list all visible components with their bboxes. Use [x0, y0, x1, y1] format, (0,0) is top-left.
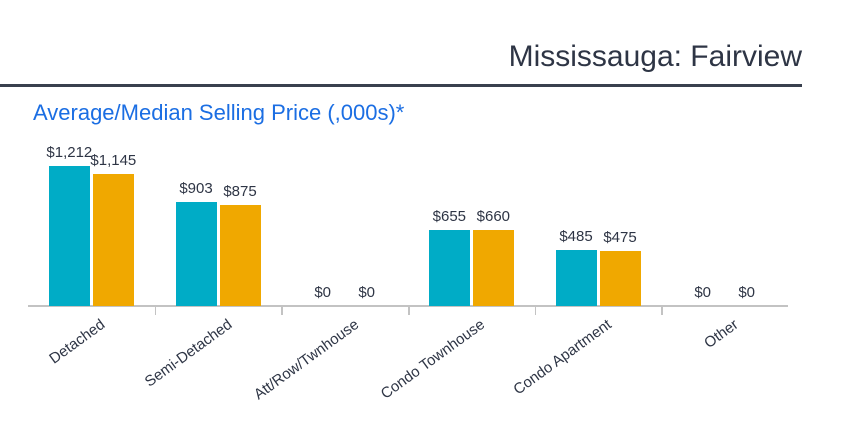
chart-title: Average/Median Selling Price (,000s)*	[33, 100, 405, 125]
value-label-average-att-row-twnhouse: $0	[314, 284, 331, 301]
value-label-average-semi-detached: $903	[179, 179, 213, 197]
x-axis-tick	[154, 307, 157, 315]
category-label-semi-detached: Semi-Detached	[141, 316, 235, 391]
bar-average-semi-detached	[175, 201, 217, 306]
x-axis-tick	[408, 307, 410, 315]
bar-median-semi-detached	[219, 205, 261, 306]
x-axis-tick	[661, 307, 663, 315]
bar-median-detached	[92, 173, 134, 306]
bar-average-condo-apartment	[555, 250, 597, 306]
value-label-median-other: $0	[738, 284, 755, 301]
category-label-other: Other	[701, 316, 742, 352]
category-label-condo-townhouse: Condo Townhouse	[378, 316, 489, 403]
value-label-average-condo-apartment: $485	[559, 228, 593, 246]
x-axis-tick	[534, 307, 537, 315]
value-label-median-detached: $1,145	[90, 151, 137, 169]
value-label-median-condo-townhouse: $660	[476, 207, 511, 225]
bar-average-detached	[48, 166, 90, 306]
x-axis-line	[28, 305, 788, 307]
value-label-median-att-row-twnhouse: $0	[358, 284, 375, 301]
x-axis-tick	[281, 307, 283, 315]
category-label-condo-apartment: Condo Apartment	[510, 316, 615, 399]
value-label-average-condo-townhouse: $655	[432, 208, 467, 226]
page-title: Mississauga: Fairview	[508, 40, 802, 73]
value-label-average-other: $0	[694, 284, 711, 301]
category-label-detached: Detached	[46, 316, 109, 368]
header-divider	[0, 84, 802, 87]
category-label-att-row-twnhouse: Att/Row/Twnhouse	[250, 316, 362, 404]
bar-median-condo-townhouse	[472, 229, 514, 306]
value-label-median-semi-detached: $875	[223, 183, 257, 201]
value-label-average-detached: $1,212	[46, 144, 93, 162]
bar-median-condo-apartment	[599, 251, 641, 306]
bar-average-condo-townhouse	[428, 230, 470, 306]
value-label-median-condo-apartment: $475	[603, 229, 637, 247]
